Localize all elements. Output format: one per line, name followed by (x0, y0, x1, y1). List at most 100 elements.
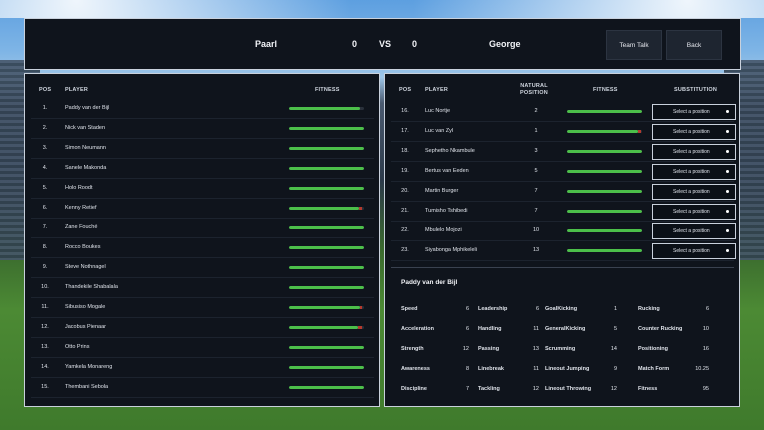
bench-position: 21. (401, 207, 409, 214)
bench-row[interactable]: 19. Bertus van Eeden 5 Select a position (391, 162, 736, 182)
lineup-row[interactable]: 6. Kenny Retief (31, 199, 374, 219)
lineup-row[interactable]: 1. Paddy van der Bijl (31, 99, 374, 119)
lineup-row[interactable]: 15. Thembani Sebola (31, 378, 374, 398)
fitness-bar (289, 146, 364, 150)
substitution-select-label: Select a position (673, 109, 710, 115)
away-score: 0 (412, 39, 418, 49)
bench-natural-position: 13 (532, 247, 540, 254)
substitution-select-label: Select a position (673, 168, 710, 175)
fitness-bar-fill (567, 169, 642, 173)
bench-row[interactable]: 22. Mbulelo Mojozi 10 Select a position (391, 221, 736, 242)
fitness-bar (567, 249, 642, 253)
bench-row[interactable]: 18. Sephetho Nkambule 3 Select a position (391, 142, 736, 162)
lineup-row[interactable]: 3. Simon Neumann (31, 139, 374, 159)
bench-natural-position: 7 (534, 207, 538, 214)
attribute-value-text: 8 (465, 365, 469, 372)
lineup-row[interactable]: 7. Zane Fouché (31, 218, 374, 239)
attribute-label-text: Linebreak (478, 365, 504, 372)
substitution-select[interactable]: Select a position (652, 203, 736, 220)
fitness-bar-fill (289, 345, 364, 349)
lineup-row[interactable]: 13. Otto Prins (31, 338, 374, 358)
lineup-player-name: Sanele Makonda (65, 164, 107, 171)
lineup-player-name: Thembani Sebola (65, 383, 109, 390)
bench-row[interactable]: 16. Luc Nortje 2 Select a position (391, 102, 736, 122)
lineup-player-name: Holo Roodt (65, 184, 93, 191)
fitness-bar-fill (289, 246, 364, 250)
bench-header-pos: POS (399, 87, 412, 93)
attribute-value-text: 10.25 (695, 365, 709, 372)
attribute-value-text: 5 (613, 325, 617, 332)
fitness-bar-fill (289, 286, 364, 290)
bench-row[interactable]: 23. Siyabonga Mphikeleli 13 Select a positi… (391, 241, 736, 262)
attribute-label-text: Awareness (401, 365, 430, 372)
lineup-row[interactable]: 4. Sanele Makonda (31, 159, 374, 179)
attribute-value-text: 9 (613, 365, 617, 372)
bench-natural-position: 2 (534, 108, 538, 114)
attribute-label-text: Lineout Throwing (545, 385, 592, 392)
fitness-bar (289, 365, 364, 369)
bench-player-name: Tumisho Tshibedi (425, 207, 468, 214)
lineup-player-name: Paddy van der Bijl (65, 105, 110, 111)
attribute-label-text: Leadership (478, 306, 508, 312)
lineup-row[interactable]: 2. Nick van Staden (31, 119, 374, 139)
lineup-row[interactable]: 5. Holo Roodt (31, 179, 374, 199)
fitness-bar (289, 325, 364, 329)
bench-row[interactable]: 17. Luc van Zyl 1 Select a position (391, 122, 736, 142)
lineup-position: 8. (42, 244, 48, 251)
bench-header-fitness: FITNESS (593, 87, 618, 93)
attribute-value-text: 6 (705, 306, 709, 312)
substitution-select[interactable]: Select a position (652, 223, 736, 240)
team-talk-button[interactable]: Team Talk (606, 30, 662, 60)
bench-row[interactable]: 21. Tumisho Tshibedi 7 Select a position (391, 202, 736, 222)
fitness-bar-fill (567, 149, 642, 153)
lineup-row[interactable]: 9. Steve Nothnagel (31, 258, 374, 279)
away-team-name: George (489, 39, 521, 49)
lineup-header-fitness: FITNESS (315, 87, 340, 93)
fitness-bar (567, 189, 642, 193)
lineup-position: 12. (41, 323, 49, 330)
fitness-bar-fill (567, 110, 642, 113)
fitness-bar-fill (289, 186, 364, 190)
home-score: 0 (352, 39, 358, 49)
substitution-select-label: Select a position (673, 248, 710, 255)
attribute-label-text: Lineout Jumping (545, 365, 590, 372)
substitution-select[interactable]: Select a position (652, 163, 736, 180)
fitness-bar (289, 306, 364, 309)
fitness-bar (567, 209, 642, 213)
substitution-select[interactable]: Select a position (652, 243, 736, 260)
lineup-position: 2. (42, 124, 48, 131)
fitness-bar (567, 149, 642, 153)
substitution-select[interactable]: Select a position (652, 143, 736, 160)
substitution-select[interactable]: Select a position (652, 123, 736, 140)
attribute-label-text: Acceleration (401, 325, 435, 332)
substitution-select-label: Select a position (673, 208, 710, 215)
lineup-player-name: Nick van Staden (65, 124, 106, 131)
attribute-value-text: 16 (702, 345, 709, 352)
bench-player-name: Luc Nortje (425, 108, 451, 114)
lineup-player-name: Rocco Boukes (65, 244, 101, 251)
fitness-bar (289, 286, 364, 290)
lineup-row[interactable]: 12. Jacobus Pienaar (31, 318, 374, 338)
fitness-bar-fill (289, 146, 364, 150)
substitution-select-label: Select a position (673, 128, 710, 135)
fitness-bar (567, 229, 642, 233)
lineup-row[interactable]: 14. Yamkela Monareng (31, 358, 374, 378)
lineup-row[interactable]: 10. Thandekile Shabalala (31, 278, 374, 299)
substitution-select[interactable]: Select a position (652, 104, 736, 120)
fitness-bar (567, 110, 642, 113)
bench-player-name: Siyabonga Mphikeleli (425, 247, 477, 254)
lineup-position: 6. (42, 204, 48, 211)
attribute-value-text: 12 (610, 385, 617, 392)
bench-row[interactable]: 20. Martin Burger 7 Select a position (391, 182, 736, 202)
lineup-row[interactable]: 11. Sibusiso Mogale (31, 298, 374, 318)
back-button[interactable]: Back (666, 30, 722, 60)
fitness-bar-fatigue (358, 325, 362, 329)
attribute-value-text: 95 (702, 385, 709, 392)
lineup-row[interactable]: 8. Rocco Boukes (31, 238, 374, 259)
bench-natural-position: 1 (534, 127, 538, 134)
attribute-label-text: GeneralKicking (545, 325, 586, 332)
fitness-bar (289, 385, 364, 389)
substitution-select[interactable]: Select a position (652, 183, 736, 200)
fitness-bar-fill (289, 306, 360, 309)
bench-position: 23. (401, 247, 409, 254)
